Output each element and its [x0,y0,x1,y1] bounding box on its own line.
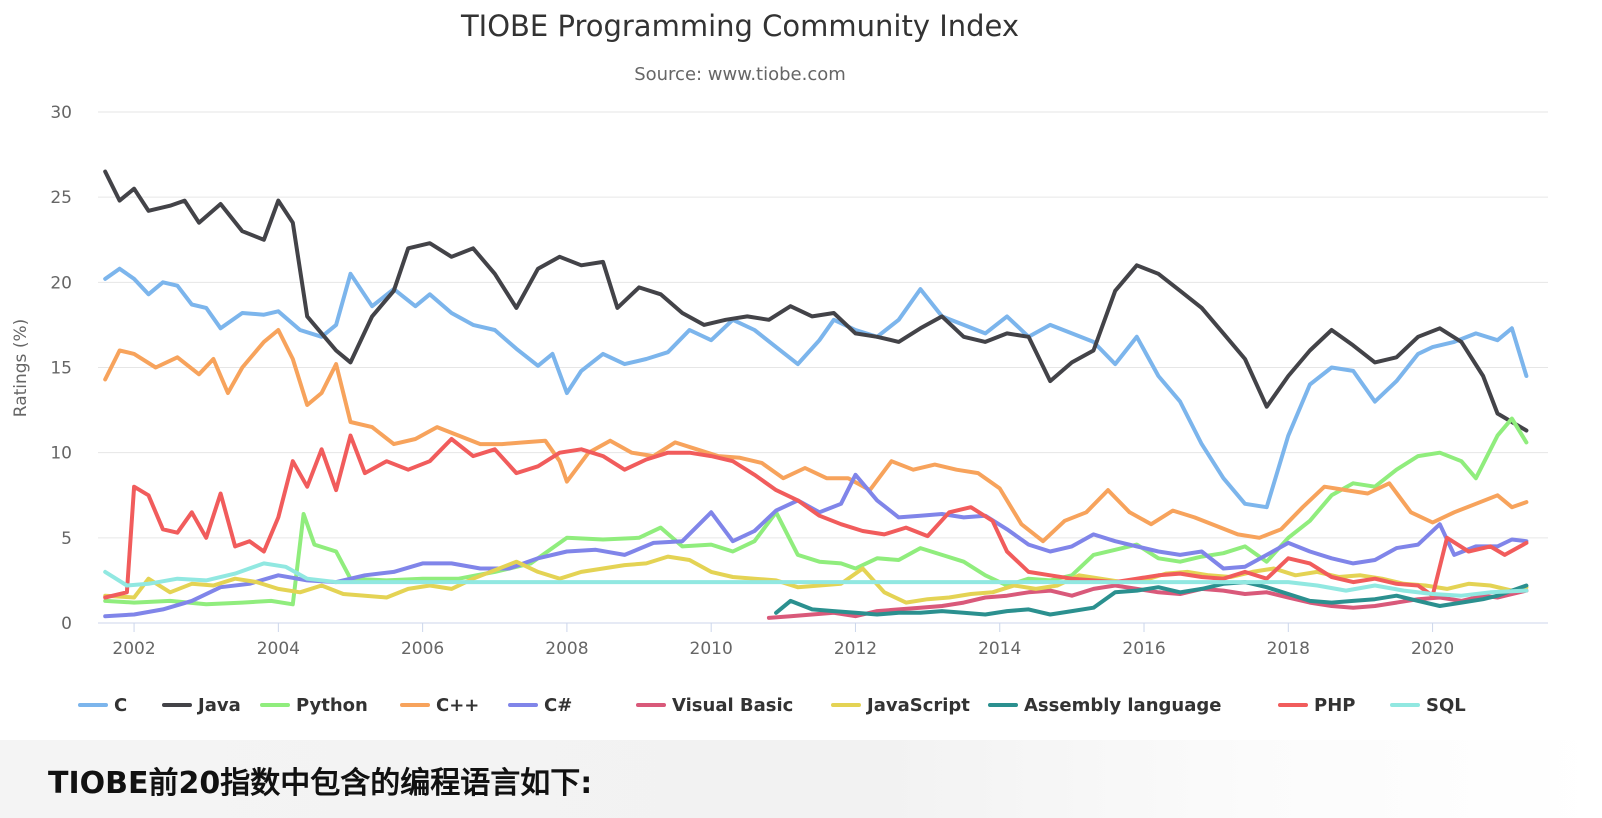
legend-label: JavaScript [865,695,970,716]
series-line-php [103,433,1529,600]
legend-label: Python [296,695,368,716]
x-tick-label: 2014 [978,639,1021,659]
legend-label: Java [196,695,241,716]
series-line-assembly-language [774,580,1529,617]
x-tick-label: 2006 [401,639,444,659]
y-tick-label: 0 [61,614,72,634]
y-axis-label: Ratings (%) [11,319,31,418]
y-axis-ticks: 0 5 10 15 20 25 30 [50,103,72,634]
caption-band [0,740,1602,818]
y-tick-label: 25 [50,188,72,208]
gridlines [98,111,1548,624]
x-axis: 2002 2004 2006 2008 2010 2012 2014 2016 2018 2020 [112,623,1454,659]
legend: C Java Python C++ C# Visual Basic JavaScript As… [78,695,1466,716]
y-tick-label: 15 [50,359,72,379]
y-tick-label: 5 [61,529,72,549]
legend-label: PHP [1314,695,1355,716]
x-tick-label: 2004 [257,639,300,659]
x-tick-label: 2002 [112,639,155,659]
x-tick-label: 2008 [545,639,588,659]
x-tick-label: 2018 [1267,639,1310,659]
series-line-csharp [103,472,1529,619]
series-line-c [103,266,1529,510]
x-tick-label: 2012 [834,639,877,659]
legend-label: C# [544,695,572,716]
x-tick-label: 2016 [1122,639,1165,659]
legend-label: Assembly language [1024,695,1221,716]
x-tick-label: 2010 [690,639,733,659]
y-tick-label: 30 [50,103,72,123]
tiobe-line-chart: TIOBE Programming Community Index Source… [11,9,1548,716]
series-line-sql [103,561,1529,598]
series-lines [103,169,1529,620]
series-line-java [103,169,1529,433]
legend-label: C [114,695,127,716]
series-line-cplusplus [103,328,1529,544]
legend-label: Visual Basic [672,695,793,716]
series-line-javascript [103,554,1529,605]
legend-label: C++ [436,695,479,716]
chart-title: TIOBE Programming Community Index [460,9,1019,43]
chart-subtitle: Source: www.tiobe.com [634,64,846,85]
x-tick-label: 2020 [1411,639,1454,659]
legend-label: SQL [1426,695,1466,716]
y-tick-label: 20 [50,273,72,293]
y-tick-label: 10 [50,444,72,464]
caption-text: TIOBE前20指数中包含的编程语言如下: [48,766,593,801]
